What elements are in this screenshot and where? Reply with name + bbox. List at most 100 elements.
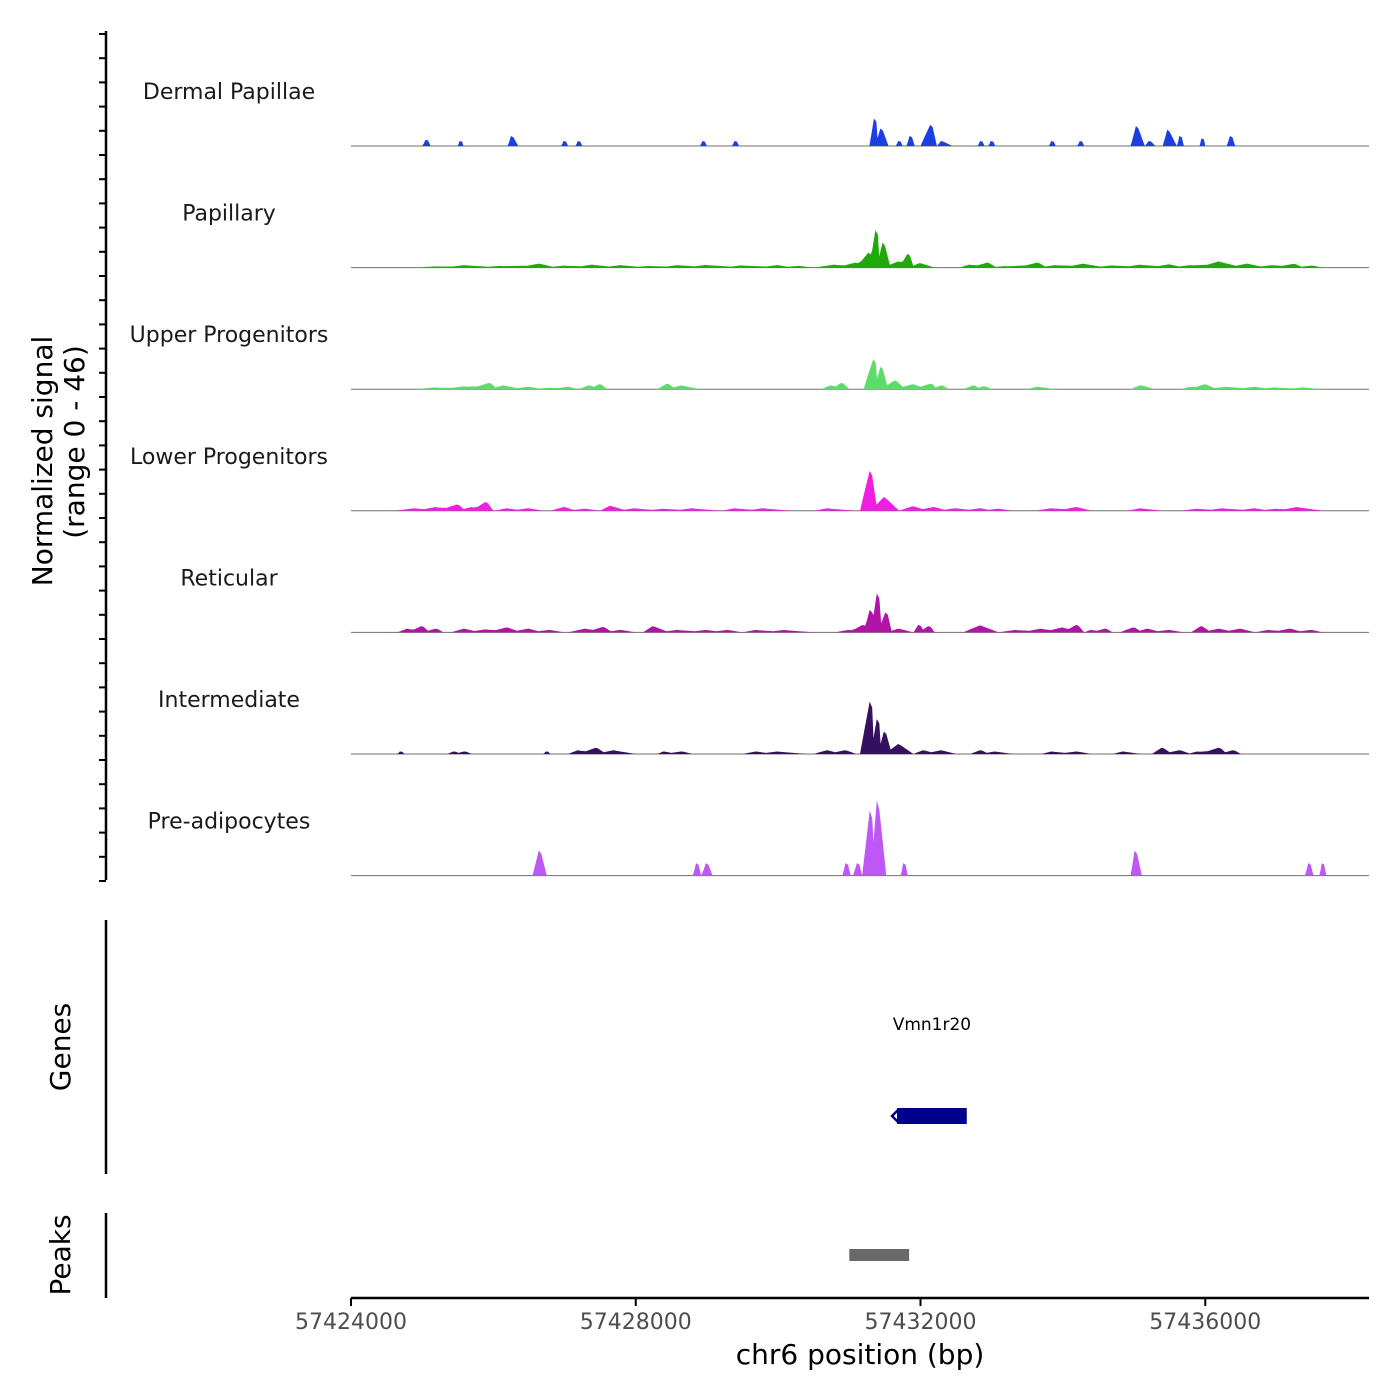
coverage-peak [900,863,908,876]
coverage-peak [657,751,693,754]
track-dermal-papillae: Dermal Papillae [143,80,1369,147]
coverage-peak [418,263,814,268]
coverage-peak [988,141,996,146]
coverage-peak [1041,751,1092,754]
y-axis-title-line1: Normalized signal [26,336,59,587]
coverage-peak [600,505,722,511]
coverage-peak [447,751,472,754]
coverage-peak [852,863,863,876]
coverage-peak [820,382,850,390]
x-axis-tick-label: 57428000 [580,1310,692,1335]
coverage-peak [869,118,889,146]
track-label: Lower Progenitors [130,445,328,470]
coverage-peak [895,141,903,146]
coverage-peak [1112,751,1142,754]
coverage-peak [721,508,793,511]
peak-region [849,1249,910,1261]
coverage-peak [1130,385,1156,390]
coverage-peak [507,136,519,146]
coverage-peak [578,384,608,390]
coverage-peak [1180,507,1323,511]
coverage-peak [1119,627,1184,633]
coverage-peak [1187,747,1241,754]
y-axis [99,31,108,882]
peaks-axis-title: Peaks [44,1214,77,1295]
coverage-peak [692,863,702,876]
coverage-peak [862,800,887,876]
gene-label: Vmn1r20 [893,1015,971,1035]
x-axis-tick-label: 57432000 [865,1310,977,1335]
coverage-peak [1048,141,1056,146]
coverage-peak [532,850,547,876]
coverage-peak [936,141,953,146]
coverage-peak [835,593,914,633]
coverage-peak [742,629,814,633]
genes-axis-title: Genes [44,1003,77,1091]
track-label: Papillary [182,202,276,227]
coverage-peak [906,136,915,146]
coverage-peak [860,470,900,511]
gene-body [897,1108,967,1124]
x-axis-title: chr6 position (bp) [736,1338,985,1371]
x-axis-tick-label: 57424000 [295,1310,407,1335]
track-label: Reticular [180,566,278,591]
track-label: Dermal Papillae [143,80,315,105]
x-axis: 57424000 57428000 57432000 57436000 [295,1296,1369,1335]
coverage-peak [1319,863,1327,876]
coverage-peak [642,626,743,633]
coverage-peak [493,508,544,511]
coverage-peak [813,508,857,511]
coverage-peak [998,624,1085,633]
coverage-peak [657,383,700,390]
coverage-peak [977,141,985,146]
coverage-peak [1034,507,1092,511]
coverage-peak [963,385,992,390]
coverage-peak [899,506,1014,511]
coverage-peak [959,261,1323,268]
coverage-peak [701,863,713,876]
coverage-peak [863,359,949,390]
y-axis-title-line2: (range 0 - 46) [58,345,91,539]
coverage-peak [1304,863,1314,876]
genes-panel: Genes Vmn1r20 [44,920,971,1174]
gene-strand-arrow [890,1108,900,1124]
coverage-peak [457,141,464,146]
coverage-peak [813,750,857,754]
coverage-peak [1027,386,1056,390]
coverage-peak [568,626,636,633]
coverage-peak [397,751,405,754]
coverage-peak [1130,126,1145,146]
coverage-peak [393,502,494,511]
track-label: Upper Progenitors [130,323,329,348]
coverage-peak [561,141,569,146]
coverage-peak [1180,384,1323,390]
x-axis-tick-label: 57436000 [1149,1310,1261,1335]
track-pre-adipocytes: Pre-adipocytes [148,800,1369,877]
track-lower-progenitors: Lower Progenitors [130,445,1369,512]
track-intermediate: Intermediate [158,688,1369,755]
coverage-peak [731,141,739,146]
coverage-peak [450,627,565,633]
coverage-peak [568,747,636,754]
coverage-peak [543,751,551,754]
coverage-peak [1191,626,1256,633]
track-label: Pre-adipocytes [148,810,311,835]
coverage-peak [1077,141,1085,146]
coverage-peak [575,141,583,146]
y-axis-title: Normalized signal (range 0 - 46) [26,336,91,587]
track-papillary: Papillary [182,202,1369,269]
coverage-peak [742,751,807,754]
coverage-peak [1144,141,1156,146]
track-upper-progenitors: Upper Progenitors [130,323,1369,390]
coverage-peak [963,625,999,633]
coverage-peak [1199,138,1206,146]
coverage-peak [1176,136,1184,146]
track-label: Intermediate [158,688,300,713]
coverage-peak [1226,136,1236,146]
coverage-peak [1127,508,1163,511]
coverage-peak [913,750,957,754]
gene-vmn1r20: Vmn1r20 [890,1015,971,1124]
coverage-peak [920,124,937,146]
coverage-peak [1130,850,1142,876]
